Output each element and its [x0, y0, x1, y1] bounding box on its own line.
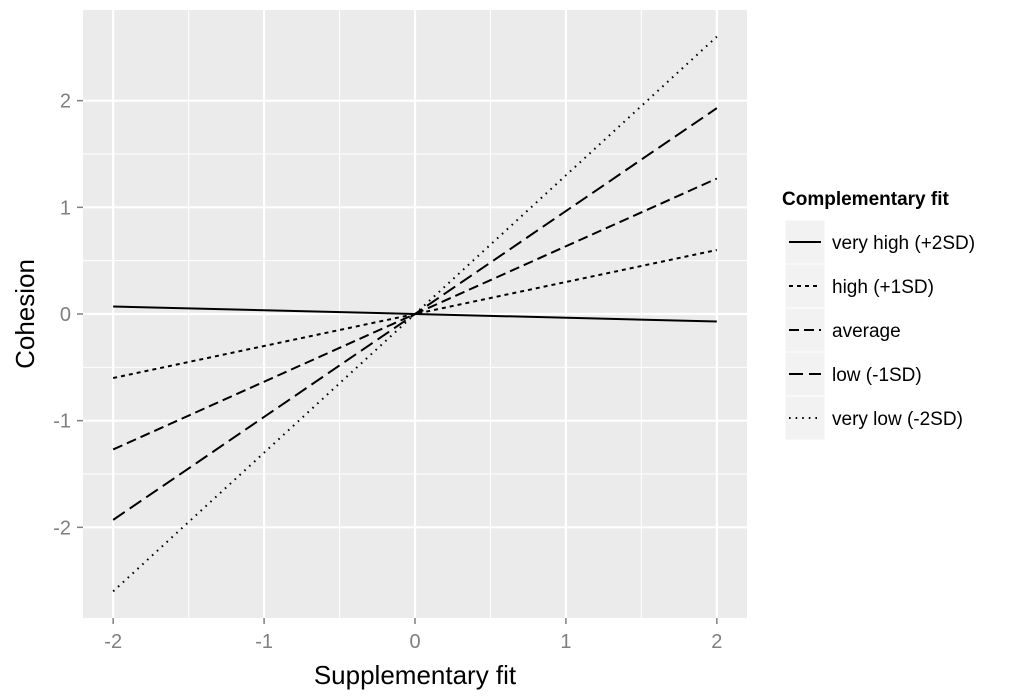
legend-label: high (+1SD)	[832, 277, 934, 298]
x-axis-title: Supplementary fit	[314, 660, 517, 690]
y-tick-label: 2	[60, 91, 71, 113]
legend-title: Complementary fit	[782, 189, 949, 210]
legend-label: low (-1SD)	[832, 365, 922, 386]
legend-label: very high (+2SD)	[832, 233, 975, 254]
series-lines	[112, 35, 718, 593]
legend-label: very low (-2SD)	[832, 409, 963, 430]
legend-key	[784, 395, 826, 441]
x-tick-label: -1	[255, 631, 273, 653]
series-line-2	[112, 249, 718, 379]
x-tick-label: 2	[711, 631, 722, 653]
x-tick-label: -2	[104, 631, 122, 653]
y-tick-label: 1	[60, 197, 71, 219]
y-tick-label: 0	[60, 304, 71, 326]
x-tick-label: 1	[560, 631, 571, 653]
series-line-5	[112, 35, 718, 593]
x-tick-label: 0	[409, 631, 420, 653]
y-axis-ticks: -2 -1 0 1 2	[53, 91, 83, 539]
y-tick-label: -2	[53, 517, 71, 539]
y-axis-title: Cohesion	[10, 259, 40, 369]
y-tick-label: -1	[53, 411, 71, 433]
x-axis-ticks: -2 -1 0 1 2	[104, 618, 722, 653]
legend-label: average	[832, 321, 901, 342]
legend: Complementary fit very high (+2SD) high (…	[782, 189, 975, 441]
